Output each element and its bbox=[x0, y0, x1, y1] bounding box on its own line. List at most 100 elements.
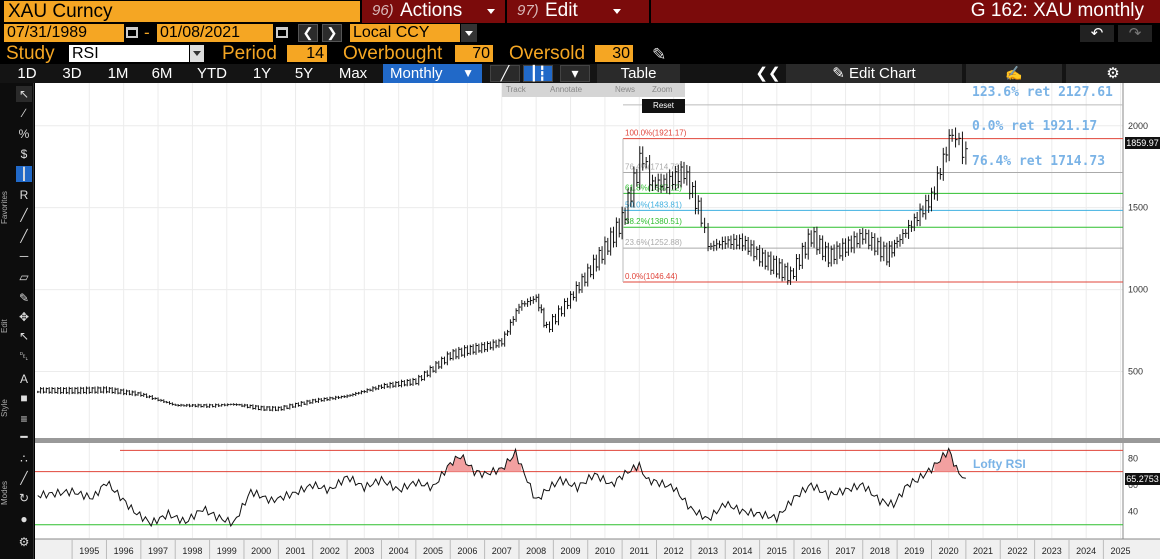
x-tick-label: 2004 bbox=[389, 546, 409, 556]
dollar-tool-icon[interactable]: $ bbox=[20, 147, 28, 161]
next-period-button[interactable]: ❯ bbox=[322, 24, 342, 42]
brush-icon[interactable]: ╱ bbox=[20, 208, 28, 222]
rsi-overbought-fill bbox=[633, 462, 640, 472]
chevron-down-icon bbox=[613, 9, 621, 14]
x-tick-label: 2019 bbox=[904, 546, 924, 556]
settings-icon[interactable]: ⚙ bbox=[18, 535, 30, 549]
currency-select[interactable]: Local CCY bbox=[350, 24, 460, 42]
range-1m[interactable]: 1M bbox=[107, 65, 129, 82]
end-date-field[interactable]: 01/08/2021 bbox=[157, 24, 273, 42]
last-price-badge: 1859.97 bbox=[1125, 137, 1160, 149]
pointer-icon[interactable]: ↖ bbox=[16, 86, 32, 102]
study-dropdown[interactable] bbox=[190, 45, 204, 62]
x-tick-label: 2002 bbox=[320, 546, 340, 556]
x-tick-label: 2023 bbox=[1042, 546, 1062, 556]
select-icon[interactable]: ↖ bbox=[18, 329, 30, 343]
draw-line-icon[interactable]: ╱ bbox=[20, 229, 28, 243]
graph-title-bar: G 162: XAU monthly bbox=[651, 0, 1160, 23]
fib-level-label: 0.0%(1046.44) bbox=[625, 272, 678, 281]
channel-icon[interactable]: ▱ bbox=[19, 270, 29, 284]
study-select[interactable]: RSI bbox=[69, 45, 189, 62]
track-tool[interactable]: Track bbox=[506, 85, 526, 94]
retracement-icon[interactable]: R bbox=[19, 188, 29, 202]
overbought-field[interactable]: 70 bbox=[455, 45, 493, 62]
annotate-tool[interactable]: Annotate bbox=[550, 85, 583, 94]
dotted-line-icon[interactable]: ∴ bbox=[20, 452, 28, 466]
calendar-icon[interactable] bbox=[276, 27, 288, 38]
line-weight-icon[interactable]: ━ bbox=[20, 430, 28, 444]
fill-color-icon[interactable]: ■ bbox=[20, 391, 28, 405]
bar-chart-icon[interactable]: ┃┇ bbox=[523, 65, 553, 82]
rsi-overbought-fill bbox=[934, 448, 957, 472]
range-6m[interactable]: 6M bbox=[151, 65, 173, 82]
fib-123-label: 123.6% ret 2127.61 bbox=[972, 85, 1113, 100]
line-style-icon[interactable]: ≡ bbox=[20, 412, 28, 426]
pencil-icon: ✎ bbox=[832, 65, 845, 82]
range-5y[interactable]: 5Y bbox=[294, 65, 314, 82]
trend-icon[interactable]: ╱ bbox=[20, 471, 28, 485]
pencil-icon[interactable]: ✎ bbox=[18, 291, 30, 305]
rsi-annotation: Lofty RSI bbox=[973, 457, 1026, 471]
collapse-icon[interactable]: ❮❮ bbox=[755, 65, 781, 82]
line-chart-icon[interactable]: ╱ bbox=[490, 65, 520, 82]
oversold-field[interactable]: 30 bbox=[595, 45, 633, 62]
oversold-label: Oversold bbox=[509, 43, 586, 64]
rsi-overbought-fill bbox=[498, 449, 522, 472]
gear-icon[interactable]: ⚙ bbox=[1066, 64, 1160, 83]
actions-menu-number: 96) bbox=[372, 2, 394, 19]
move-icon[interactable]: ✥ bbox=[18, 310, 30, 324]
calendar-icon[interactable] bbox=[126, 27, 138, 38]
currency-dropdown[interactable] bbox=[461, 24, 477, 42]
x-tick-label: 2000 bbox=[251, 546, 271, 556]
chevron-down-icon bbox=[193, 51, 201, 56]
edit-chart-button[interactable]: ✎ Edit Chart bbox=[786, 64, 962, 83]
chart-area[interactable]: 500 1000 1500 2000 1995 1996 1997 1998 1999 2000 2… bbox=[35, 83, 1160, 559]
range-ytd[interactable]: YTD bbox=[197, 65, 227, 82]
redo-button[interactable]: ↷ bbox=[1118, 25, 1152, 42]
palette-icon[interactable]: ● bbox=[20, 512, 28, 526]
price-tick-label: 1000 bbox=[1128, 285, 1148, 295]
annotation-icon[interactable]: ✍ bbox=[966, 64, 1062, 83]
period-field[interactable]: 14 bbox=[287, 45, 327, 62]
chart-type-dropdown[interactable]: ▾ bbox=[560, 65, 590, 82]
x-tick-label: 1995 bbox=[79, 546, 99, 556]
actions-menu[interactable]: 96) Actions bbox=[362, 0, 505, 23]
graph-title: G 162: XAU monthly bbox=[970, 0, 1144, 21]
range-1d[interactable]: 1D bbox=[17, 65, 37, 82]
frequency-label: Monthly bbox=[390, 65, 443, 82]
sidebar-group-modes: Modes bbox=[0, 481, 9, 506]
line-tool-icon[interactable]: ∕ bbox=[22, 106, 25, 120]
fibonacci-tool-icon[interactable]: ┃ bbox=[16, 166, 32, 182]
undo-button[interactable]: ↶ bbox=[1080, 25, 1114, 42]
x-tick-label: 2017 bbox=[836, 546, 856, 556]
price-chart: 500 1000 1500 2000 1995 1996 1997 1998 1999 2000 2… bbox=[35, 83, 1160, 559]
range-1y[interactable]: 1Y bbox=[252, 65, 272, 82]
horizontal-line-icon[interactable]: ─ bbox=[19, 249, 29, 263]
edit-menu[interactable]: 97) Edit bbox=[507, 0, 649, 23]
previous-period-button[interactable]: ❮ bbox=[298, 24, 318, 42]
pencil-icon[interactable]: ✎ bbox=[652, 45, 667, 64]
x-axis-band bbox=[35, 539, 1160, 559]
overbought-label: Overbought bbox=[343, 43, 443, 64]
ticker-field[interactable]: XAU Curncy bbox=[4, 1, 360, 22]
start-date-field[interactable]: 07/31/1989 bbox=[4, 24, 124, 42]
text-tool-icon[interactable]: A bbox=[19, 372, 28, 386]
x-tick-label: 2007 bbox=[492, 546, 512, 556]
percent-tool-icon[interactable]: % bbox=[18, 127, 30, 141]
table-button[interactable]: Table bbox=[597, 64, 680, 83]
trash-icon[interactable]: ␡ bbox=[19, 349, 29, 363]
x-tick-label: 1996 bbox=[114, 546, 134, 556]
zoom-tool[interactable]: Zoom bbox=[652, 85, 673, 94]
range-3d[interactable]: 3D bbox=[62, 65, 82, 82]
price-tick-label: 2000 bbox=[1128, 121, 1148, 131]
x-tick-label: 2012 bbox=[664, 546, 684, 556]
range-max[interactable]: Max bbox=[338, 65, 368, 82]
cycle-icon[interactable]: ↻ bbox=[18, 491, 30, 505]
frequency-select[interactable]: Monthly ▼ bbox=[383, 64, 482, 83]
period-label: Period bbox=[222, 43, 277, 64]
x-tick-label: 1998 bbox=[182, 546, 202, 556]
study-bar: Study RSI Period 14 Overbought 70 Overso… bbox=[0, 43, 1160, 64]
edit-menu-label: Edit bbox=[545, 0, 578, 21]
reset-button[interactable]: Reset bbox=[642, 99, 685, 113]
news-tool[interactable]: News bbox=[615, 85, 636, 94]
